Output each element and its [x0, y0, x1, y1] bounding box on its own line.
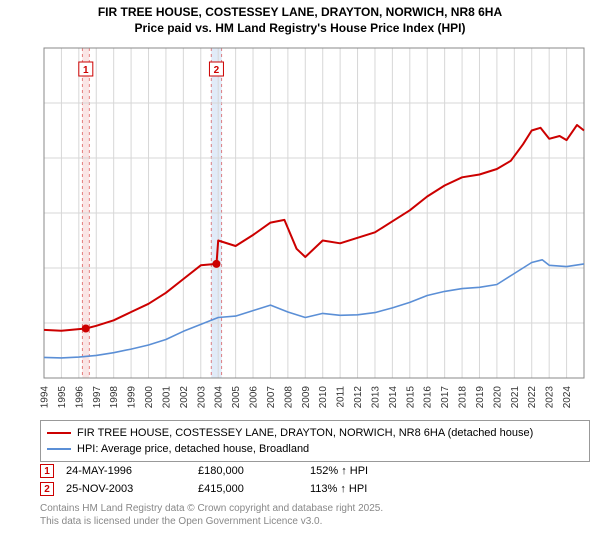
legend-swatch-subject — [47, 432, 71, 435]
svg-text:2015: 2015 — [405, 386, 416, 409]
svg-text:1997: 1997 — [92, 386, 103, 409]
svg-text:2020: 2020 — [492, 386, 503, 409]
svg-text:2014: 2014 — [388, 386, 399, 409]
legend-label-subject: FIR TREE HOUSE, COSTESSEY LANE, DRAYTON,… — [77, 427, 533, 439]
attribution-line2: This data is licensed under the Open Gov… — [40, 515, 590, 528]
attribution-line1: Contains HM Land Registry data © Crown c… — [40, 502, 590, 515]
svg-text:2: 2 — [214, 65, 220, 76]
svg-text:2018: 2018 — [458, 386, 469, 409]
svg-text:2008: 2008 — [283, 386, 294, 409]
sale-row: 1 24-MAY-1996 £180,000 152% ↑ HPI — [40, 462, 590, 480]
svg-text:1996: 1996 — [74, 386, 85, 409]
svg-text:2011: 2011 — [336, 386, 347, 408]
svg-text:2009: 2009 — [301, 386, 312, 409]
svg-text:2004: 2004 — [214, 386, 225, 409]
chart-title: FIR TREE HOUSE, COSTESSEY LANE, DRAYTON,… — [0, 0, 600, 36]
svg-text:2012: 2012 — [353, 386, 364, 409]
sale-marker-1: 1 — [40, 464, 54, 478]
attribution: Contains HM Land Registry data © Crown c… — [40, 502, 590, 528]
svg-text:2001: 2001 — [161, 386, 172, 409]
svg-text:1999: 1999 — [127, 386, 138, 409]
svg-text:2007: 2007 — [266, 386, 277, 409]
sale-price: £180,000 — [198, 465, 298, 477]
svg-text:2019: 2019 — [475, 386, 486, 409]
legend-label-hpi: HPI: Average price, detached house, Broa… — [77, 443, 309, 455]
legend: FIR TREE HOUSE, COSTESSEY LANE, DRAYTON,… — [40, 420, 590, 462]
svg-text:2002: 2002 — [179, 386, 190, 409]
svg-text:2003: 2003 — [196, 386, 207, 409]
svg-text:1: 1 — [83, 65, 89, 76]
svg-text:2013: 2013 — [370, 386, 381, 409]
svg-text:2000: 2000 — [144, 386, 155, 409]
line-chart: £0£200K£400K£600K£800K£1M£1.2M1994199519… — [40, 44, 590, 414]
svg-text:2010: 2010 — [318, 386, 329, 409]
sale-date: 25-NOV-2003 — [66, 483, 186, 495]
legend-row-subject: FIR TREE HOUSE, COSTESSEY LANE, DRAYTON,… — [47, 425, 583, 441]
svg-text:2022: 2022 — [527, 386, 538, 409]
svg-text:2017: 2017 — [440, 386, 451, 409]
sales-table: 1 24-MAY-1996 £180,000 152% ↑ HPI 2 25-N… — [40, 462, 590, 498]
legend-row-hpi: HPI: Average price, detached house, Broa… — [47, 441, 583, 457]
legend-swatch-hpi — [47, 448, 71, 450]
sale-row: 2 25-NOV-2003 £415,000 113% ↑ HPI — [40, 480, 590, 498]
chart-area: £0£200K£400K£600K£800K£1M£1.2M1994199519… — [40, 44, 590, 414]
title-line2: Price paid vs. HM Land Registry's House … — [0, 20, 600, 36]
svg-text:2024: 2024 — [562, 386, 573, 409]
svg-text:2023: 2023 — [545, 386, 556, 409]
sale-pct: 113% ↑ HPI — [310, 483, 410, 495]
sale-marker-2: 2 — [40, 482, 54, 496]
title-line1: FIR TREE HOUSE, COSTESSEY LANE, DRAYTON,… — [0, 4, 600, 20]
svg-text:1995: 1995 — [57, 386, 68, 409]
svg-text:2005: 2005 — [231, 386, 242, 409]
svg-text:2006: 2006 — [249, 386, 260, 409]
svg-text:2016: 2016 — [423, 386, 434, 409]
sale-pct: 152% ↑ HPI — [310, 465, 410, 477]
svg-text:1998: 1998 — [109, 386, 120, 409]
svg-text:1994: 1994 — [40, 386, 51, 409]
svg-text:2021: 2021 — [510, 386, 521, 409]
sale-date: 24-MAY-1996 — [66, 465, 186, 477]
sale-price: £415,000 — [198, 483, 298, 495]
